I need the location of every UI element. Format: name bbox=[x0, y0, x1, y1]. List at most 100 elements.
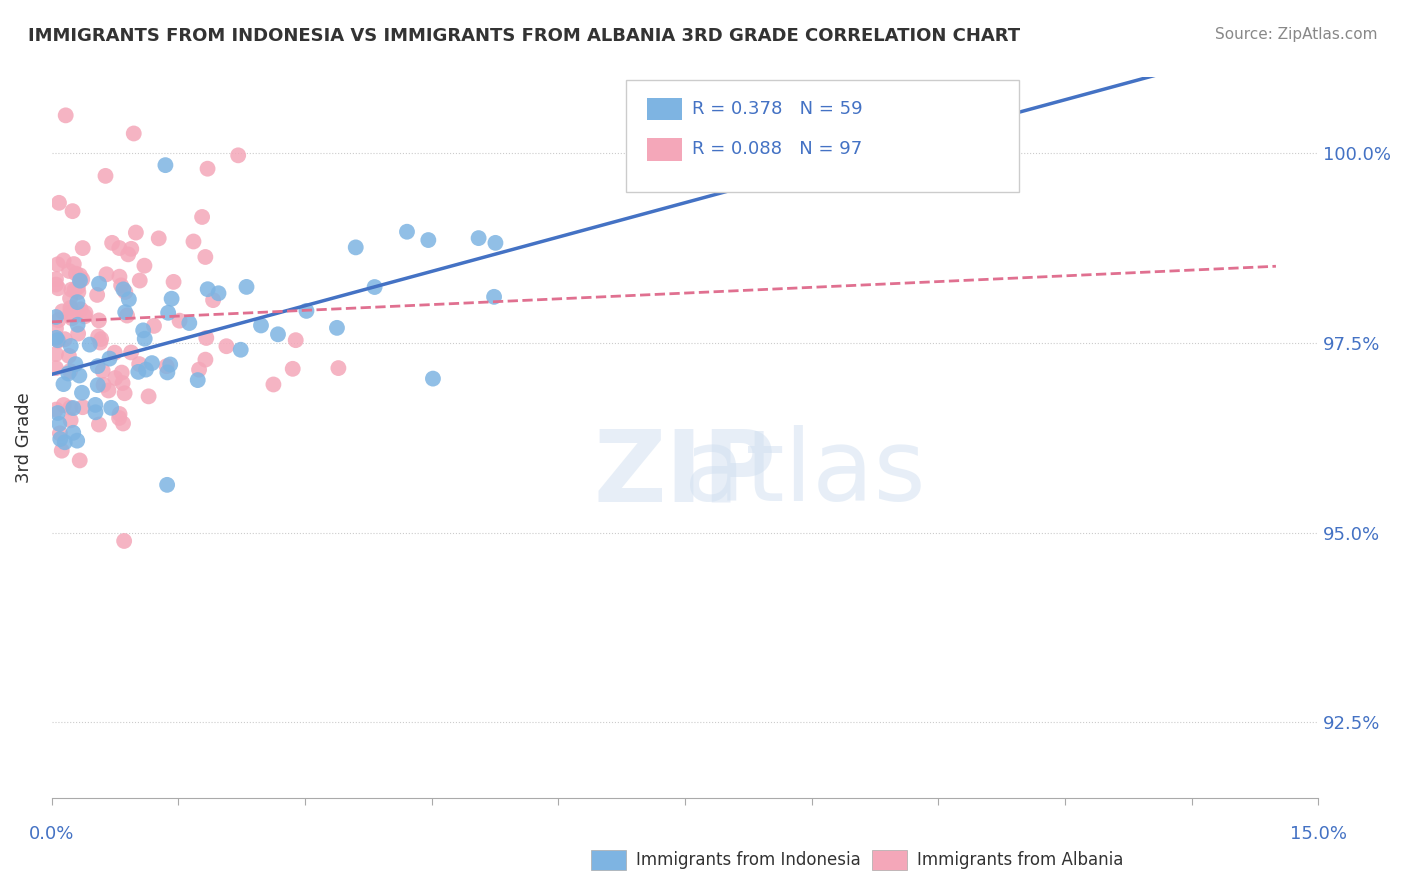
Point bbox=[162, 275, 184, 289]
Point bbox=[58, 349, 80, 363]
Point bbox=[262, 377, 284, 392]
Point bbox=[86, 288, 108, 302]
Point bbox=[138, 389, 160, 403]
Point bbox=[128, 357, 150, 371]
Point bbox=[67, 368, 90, 383]
Point bbox=[58, 367, 80, 381]
Point bbox=[148, 231, 170, 245]
Point bbox=[134, 332, 156, 346]
Point bbox=[70, 385, 93, 400]
Point bbox=[48, 313, 70, 327]
Point bbox=[226, 148, 249, 162]
Point bbox=[195, 331, 218, 345]
Point bbox=[111, 376, 134, 390]
Point bbox=[114, 386, 136, 401]
Point bbox=[114, 285, 136, 299]
Point bbox=[48, 417, 70, 431]
Point bbox=[45, 272, 67, 286]
Point bbox=[48, 195, 70, 210]
Point bbox=[104, 345, 127, 359]
Point bbox=[59, 364, 82, 378]
Point bbox=[73, 310, 96, 324]
Point bbox=[120, 242, 142, 256]
Point bbox=[235, 280, 257, 294]
Point bbox=[69, 268, 91, 283]
Point bbox=[72, 272, 94, 286]
Point bbox=[87, 329, 110, 343]
Point bbox=[156, 365, 179, 379]
Point bbox=[62, 257, 84, 271]
Point bbox=[215, 339, 238, 353]
Text: Immigrants from Albania: Immigrants from Albania bbox=[917, 851, 1123, 869]
Point bbox=[197, 282, 219, 296]
Point bbox=[52, 398, 75, 412]
Point bbox=[112, 282, 135, 296]
Text: 15.0%: 15.0% bbox=[1289, 824, 1347, 843]
Point bbox=[108, 411, 131, 425]
Point bbox=[93, 377, 115, 392]
Point bbox=[194, 250, 217, 264]
Point bbox=[87, 378, 110, 392]
Point bbox=[229, 343, 252, 357]
Point bbox=[160, 292, 183, 306]
Point bbox=[45, 331, 67, 345]
Point bbox=[84, 405, 107, 419]
Point bbox=[156, 478, 179, 492]
Point bbox=[59, 305, 82, 319]
Point bbox=[179, 316, 201, 330]
Point bbox=[62, 401, 84, 415]
Point bbox=[52, 377, 75, 392]
Point bbox=[141, 356, 163, 370]
Point bbox=[157, 306, 180, 320]
Point bbox=[326, 321, 349, 335]
Point bbox=[65, 357, 87, 371]
Point bbox=[59, 339, 82, 353]
Point bbox=[72, 401, 94, 415]
Point bbox=[62, 425, 84, 440]
Point bbox=[66, 318, 89, 332]
Point bbox=[97, 384, 120, 398]
Point bbox=[143, 318, 166, 333]
Point bbox=[49, 426, 72, 441]
Point bbox=[67, 326, 90, 341]
Point bbox=[183, 235, 205, 249]
Point bbox=[128, 274, 150, 288]
Text: ZIP: ZIP bbox=[593, 425, 776, 522]
Point bbox=[328, 361, 350, 376]
Point bbox=[108, 269, 131, 284]
Point bbox=[89, 335, 111, 350]
Point bbox=[51, 304, 73, 318]
Point bbox=[55, 108, 77, 122]
Point bbox=[155, 158, 177, 172]
Point bbox=[120, 345, 142, 359]
Point bbox=[72, 241, 94, 255]
Point bbox=[135, 362, 157, 376]
Point bbox=[91, 364, 114, 378]
Point bbox=[422, 371, 444, 385]
Point bbox=[69, 302, 91, 317]
Point bbox=[84, 398, 107, 412]
Point bbox=[114, 305, 136, 319]
Text: 0.0%: 0.0% bbox=[30, 824, 75, 843]
Point bbox=[344, 240, 367, 254]
Point bbox=[100, 401, 122, 415]
Point bbox=[104, 371, 127, 385]
Point bbox=[112, 533, 135, 548]
Point bbox=[281, 361, 304, 376]
Point bbox=[484, 235, 506, 250]
Point bbox=[45, 321, 67, 335]
Point bbox=[66, 295, 89, 310]
Point bbox=[53, 435, 76, 450]
Point bbox=[159, 358, 181, 372]
Text: Immigrants from Indonesia: Immigrants from Indonesia bbox=[636, 851, 860, 869]
Text: IMMIGRANTS FROM INDONESIA VS IMMIGRANTS FROM ALBANIA 3RD GRADE CORRELATION CHART: IMMIGRANTS FROM INDONESIA VS IMMIGRANTS … bbox=[28, 27, 1021, 45]
Text: Source: ZipAtlas.com: Source: ZipAtlas.com bbox=[1215, 27, 1378, 42]
Point bbox=[46, 333, 69, 347]
Point bbox=[155, 359, 177, 374]
Point bbox=[87, 417, 110, 432]
Point bbox=[46, 281, 69, 295]
Point bbox=[60, 311, 83, 326]
Point bbox=[48, 334, 70, 348]
Point bbox=[110, 278, 132, 293]
Point bbox=[108, 241, 131, 255]
